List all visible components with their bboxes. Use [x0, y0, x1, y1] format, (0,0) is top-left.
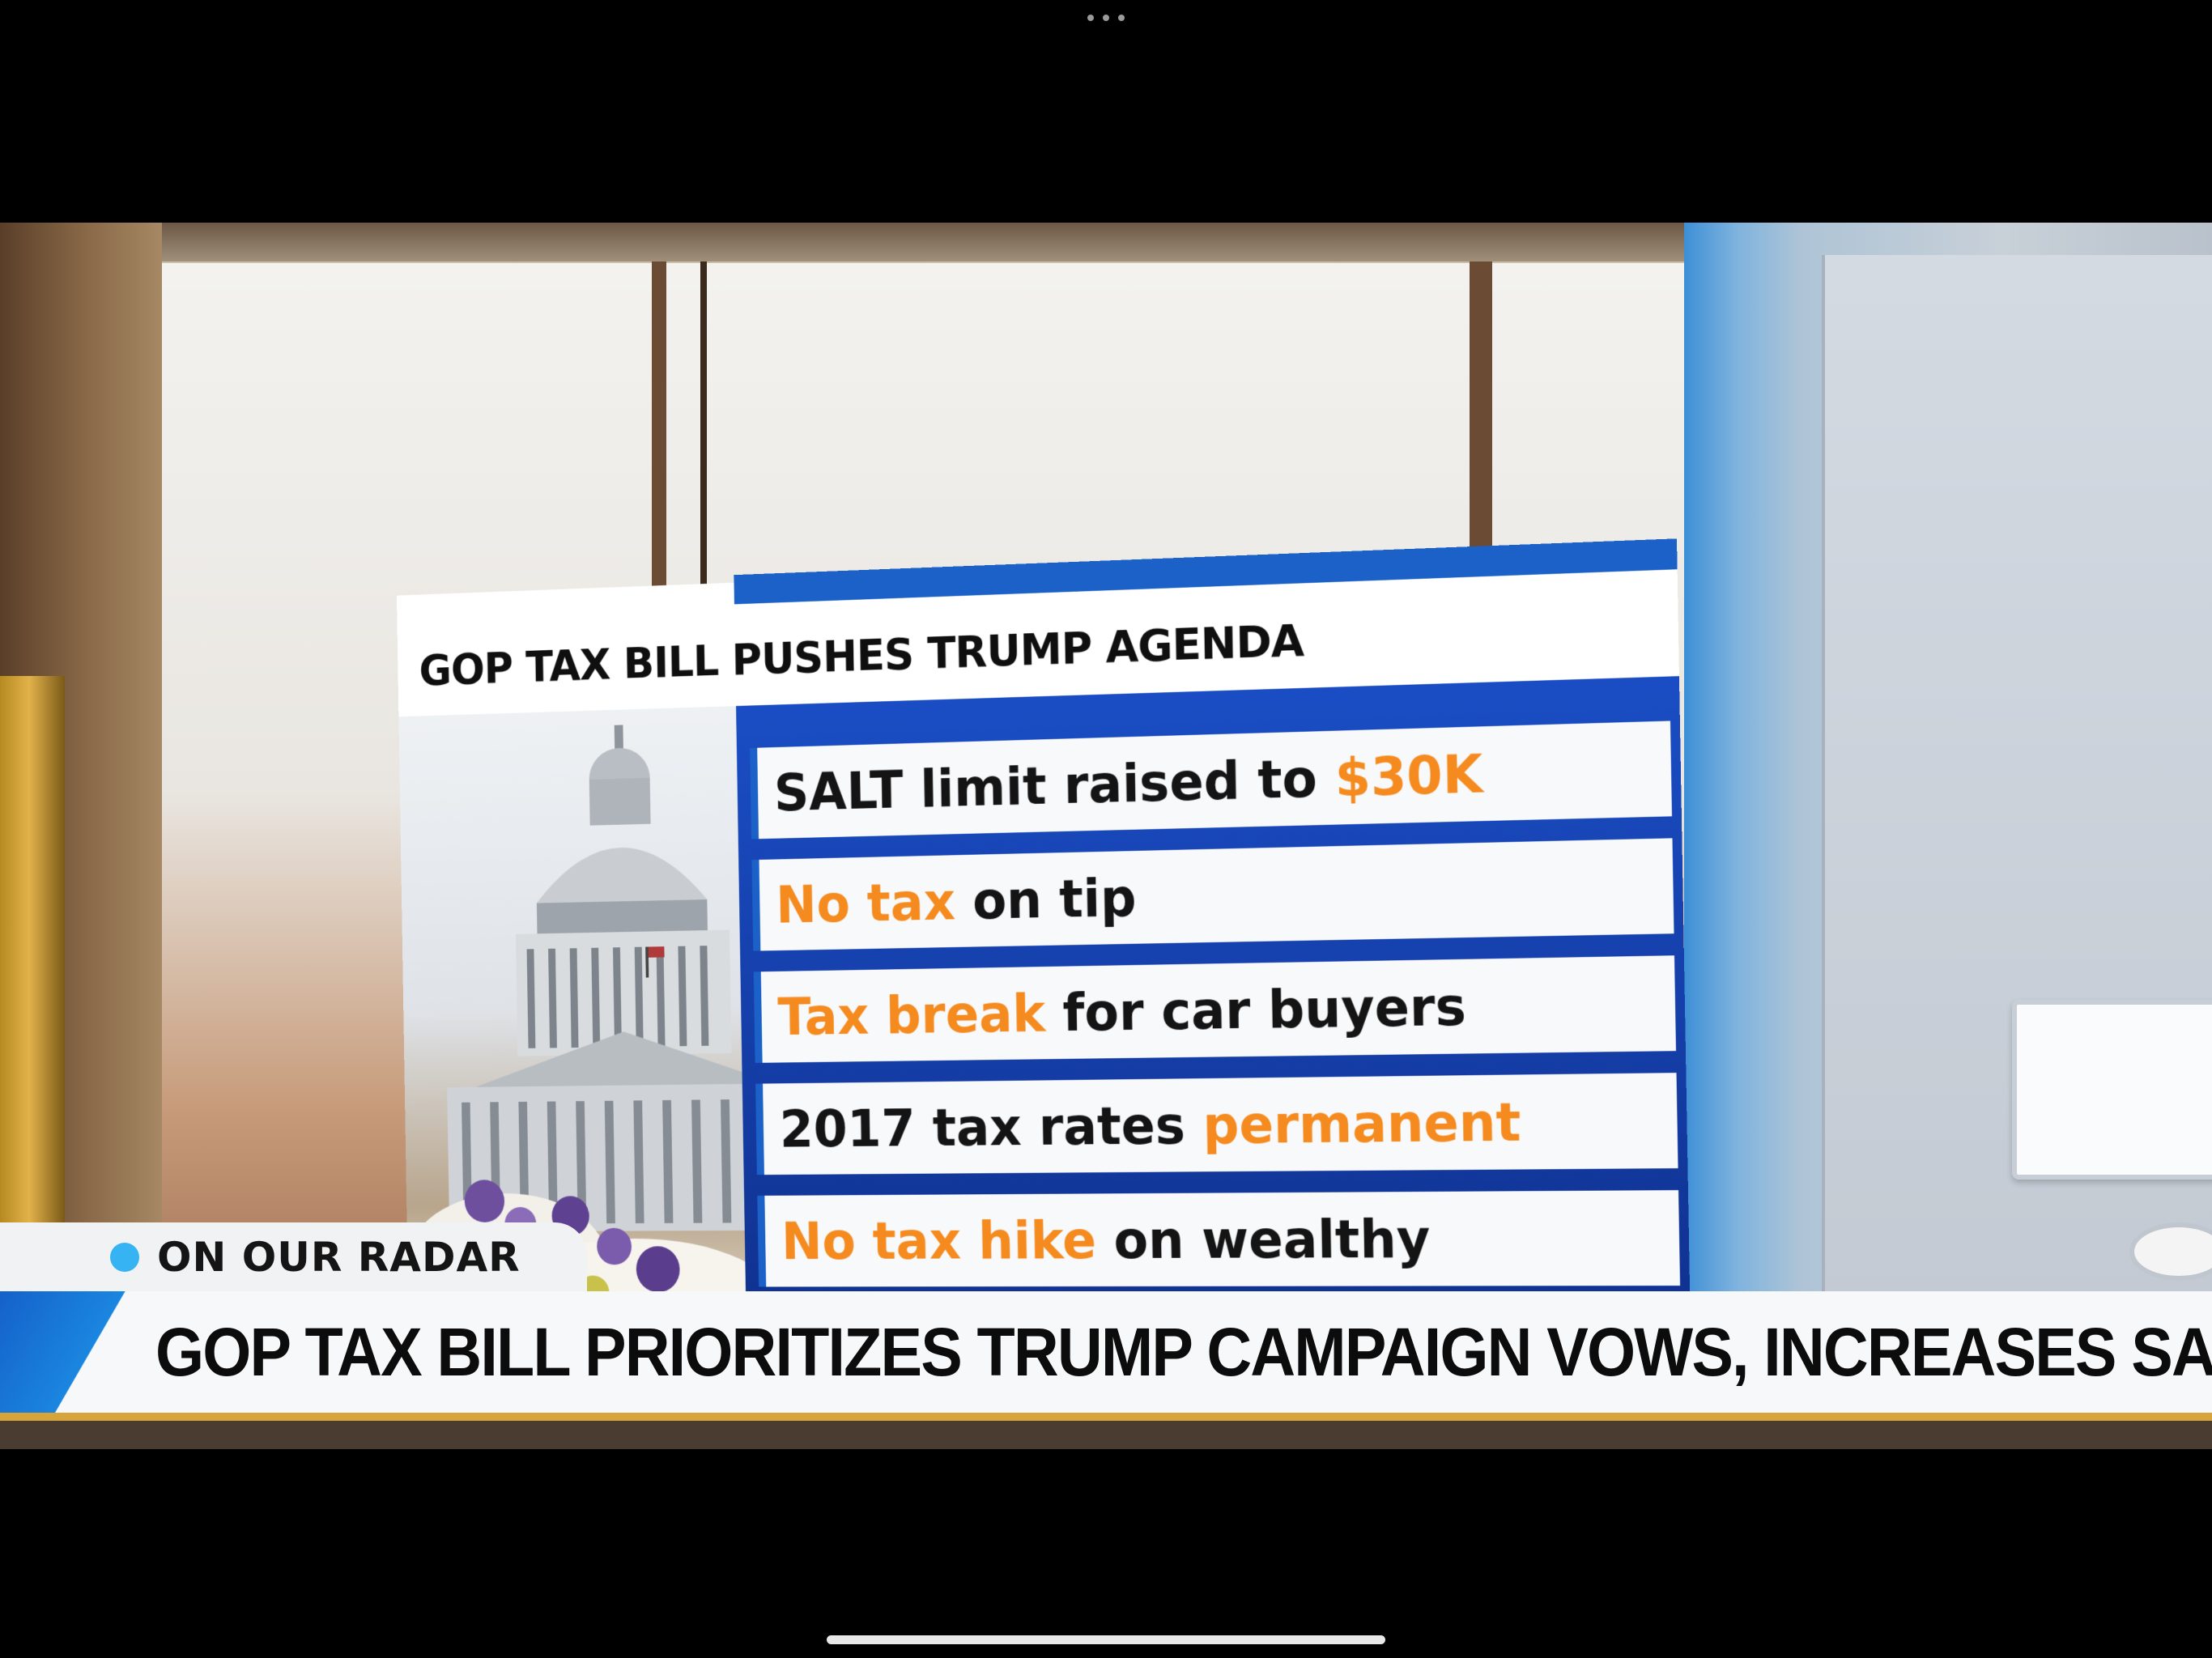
live-dot-icon — [110, 1243, 139, 1272]
list-item: No tax hike on wealthy — [757, 1190, 1680, 1286]
segment-tag-label: ON OUR RADAR — [157, 1234, 521, 1281]
graphic-title: GOP TAX BILL PUSHES TRUMP AGENDA — [419, 614, 1304, 695]
lower-third-gold-line — [0, 1413, 2212, 1421]
more-dots-icon[interactable] — [1087, 15, 1125, 23]
lower-third-accent — [0, 1291, 138, 1413]
bullet-list: SALT limit raised to $30K No tax on tip … — [736, 676, 1691, 1372]
studio-floor — [0, 1421, 2212, 1449]
headline-text: GOP TAX BILL PRIORITIZES TRUMP CAMPAIGN … — [155, 1291, 2032, 1413]
wall-screen — [2012, 1000, 2212, 1180]
list-item: 2017 tax rates permanent — [755, 1073, 1678, 1175]
home-indicator[interactable] — [827, 1635, 1385, 1644]
segment-tag: ON OUR RADAR — [0, 1222, 587, 1292]
tv-graphic: GOP TAX BILL PUSHES TRUMP AGENDA — [397, 546, 1691, 1372]
list-item: No tax on tip — [751, 838, 1674, 950]
list-item: Tax break for car buyers — [754, 955, 1676, 1063]
list-item: SALT limit raised to $30K — [750, 721, 1672, 839]
